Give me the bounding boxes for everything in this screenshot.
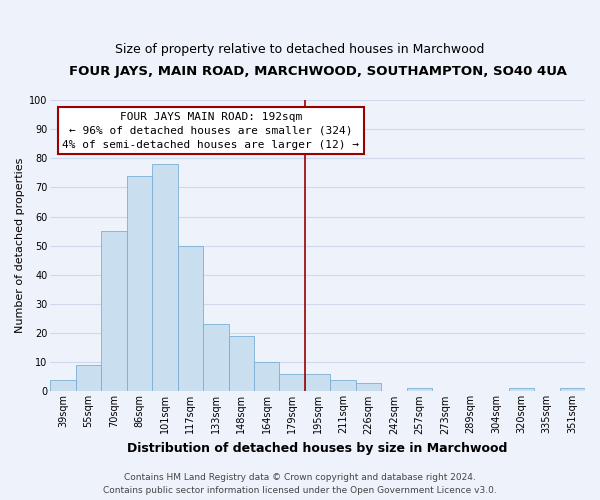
Bar: [305, 374, 331, 392]
Text: Size of property relative to detached houses in Marchwood: Size of property relative to detached ho…: [115, 42, 485, 56]
Bar: [254, 362, 280, 392]
Bar: [178, 246, 203, 392]
Bar: [127, 176, 152, 392]
Y-axis label: Number of detached properties: Number of detached properties: [15, 158, 25, 334]
Bar: [152, 164, 178, 392]
Title: FOUR JAYS, MAIN ROAD, MARCHWOOD, SOUTHAMPTON, SO40 4UA: FOUR JAYS, MAIN ROAD, MARCHWOOD, SOUTHAM…: [69, 65, 566, 78]
Bar: [76, 365, 101, 392]
Bar: [331, 380, 356, 392]
Bar: [560, 388, 585, 392]
Bar: [356, 382, 382, 392]
Bar: [50, 380, 76, 392]
Text: Contains HM Land Registry data © Crown copyright and database right 2024.
Contai: Contains HM Land Registry data © Crown c…: [103, 473, 497, 495]
Bar: [101, 231, 127, 392]
Bar: [280, 374, 305, 392]
X-axis label: Distribution of detached houses by size in Marchwood: Distribution of detached houses by size …: [127, 442, 508, 455]
Bar: [229, 336, 254, 392]
Bar: [203, 324, 229, 392]
Text: FOUR JAYS MAIN ROAD: 192sqm
← 96% of detached houses are smaller (324)
4% of sem: FOUR JAYS MAIN ROAD: 192sqm ← 96% of det…: [62, 112, 359, 150]
Bar: [509, 388, 534, 392]
Bar: [407, 388, 432, 392]
